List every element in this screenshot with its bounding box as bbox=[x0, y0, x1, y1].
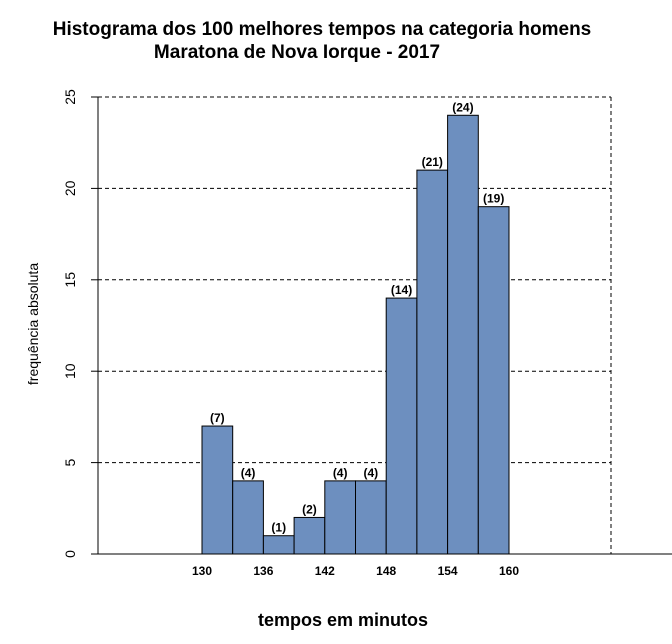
y-tick-label-5: 5 bbox=[62, 458, 78, 466]
data-label-145: (4) bbox=[364, 466, 379, 480]
data-label-157: (19) bbox=[483, 192, 504, 206]
bar-151 bbox=[416, 169, 449, 555]
chart-title-line2: Maratona de Nova Iorque - 2017 bbox=[154, 42, 440, 63]
y-tick-label-10: 10 bbox=[62, 363, 78, 379]
y-tick-label-15: 15 bbox=[62, 272, 78, 288]
x-tick-label-130: 130 bbox=[192, 564, 212, 578]
x-tick-label-142: 142 bbox=[315, 564, 335, 578]
data-label-130: (7) bbox=[210, 411, 225, 425]
data-label-148: (14) bbox=[391, 283, 412, 297]
bar-142 bbox=[324, 480, 356, 555]
bar-133 bbox=[232, 480, 264, 555]
bar-148 bbox=[385, 297, 418, 555]
data-label-154: (24) bbox=[452, 100, 473, 114]
chart-title-line1: Histograma dos 100 melhores tempos na ca… bbox=[53, 19, 592, 40]
bar-130 bbox=[201, 425, 234, 555]
x-axis: 130 136 142 148 154 160 bbox=[98, 553, 672, 578]
bars-group bbox=[201, 114, 510, 555]
bar-139 bbox=[293, 516, 326, 555]
y-tick-label-25: 25 bbox=[62, 89, 78, 105]
x-tick-label-160: 160 bbox=[499, 564, 519, 578]
y-tick-label-0: 0 bbox=[62, 550, 78, 558]
grid-lines bbox=[98, 96, 612, 554]
data-labels-group: (7) (4) (1) (2) (4) (4) (14) (21) (24) (19) bbox=[210, 100, 504, 534]
x-axis-label: tempos em minutos bbox=[258, 610, 428, 630]
x-tick-label-136: 136 bbox=[253, 564, 273, 578]
y-tick-label-20: 20 bbox=[62, 180, 78, 196]
data-label-142: (4) bbox=[333, 466, 348, 480]
x-tick-label-148: 148 bbox=[376, 564, 396, 578]
bar-157 bbox=[477, 206, 510, 555]
bar-154 bbox=[447, 114, 479, 555]
data-label-133: (4) bbox=[241, 466, 256, 480]
bar-136 bbox=[262, 535, 295, 555]
bar-145 bbox=[355, 480, 387, 555]
data-label-136: (1) bbox=[271, 521, 286, 535]
y-axis-label: frequência absoluta bbox=[25, 263, 41, 385]
data-label-139: (2) bbox=[302, 502, 317, 516]
data-label-151: (21) bbox=[422, 155, 443, 169]
x-tick-label-154: 154 bbox=[438, 564, 458, 578]
y-axis: 0 5 10 15 20 25 bbox=[62, 89, 99, 558]
